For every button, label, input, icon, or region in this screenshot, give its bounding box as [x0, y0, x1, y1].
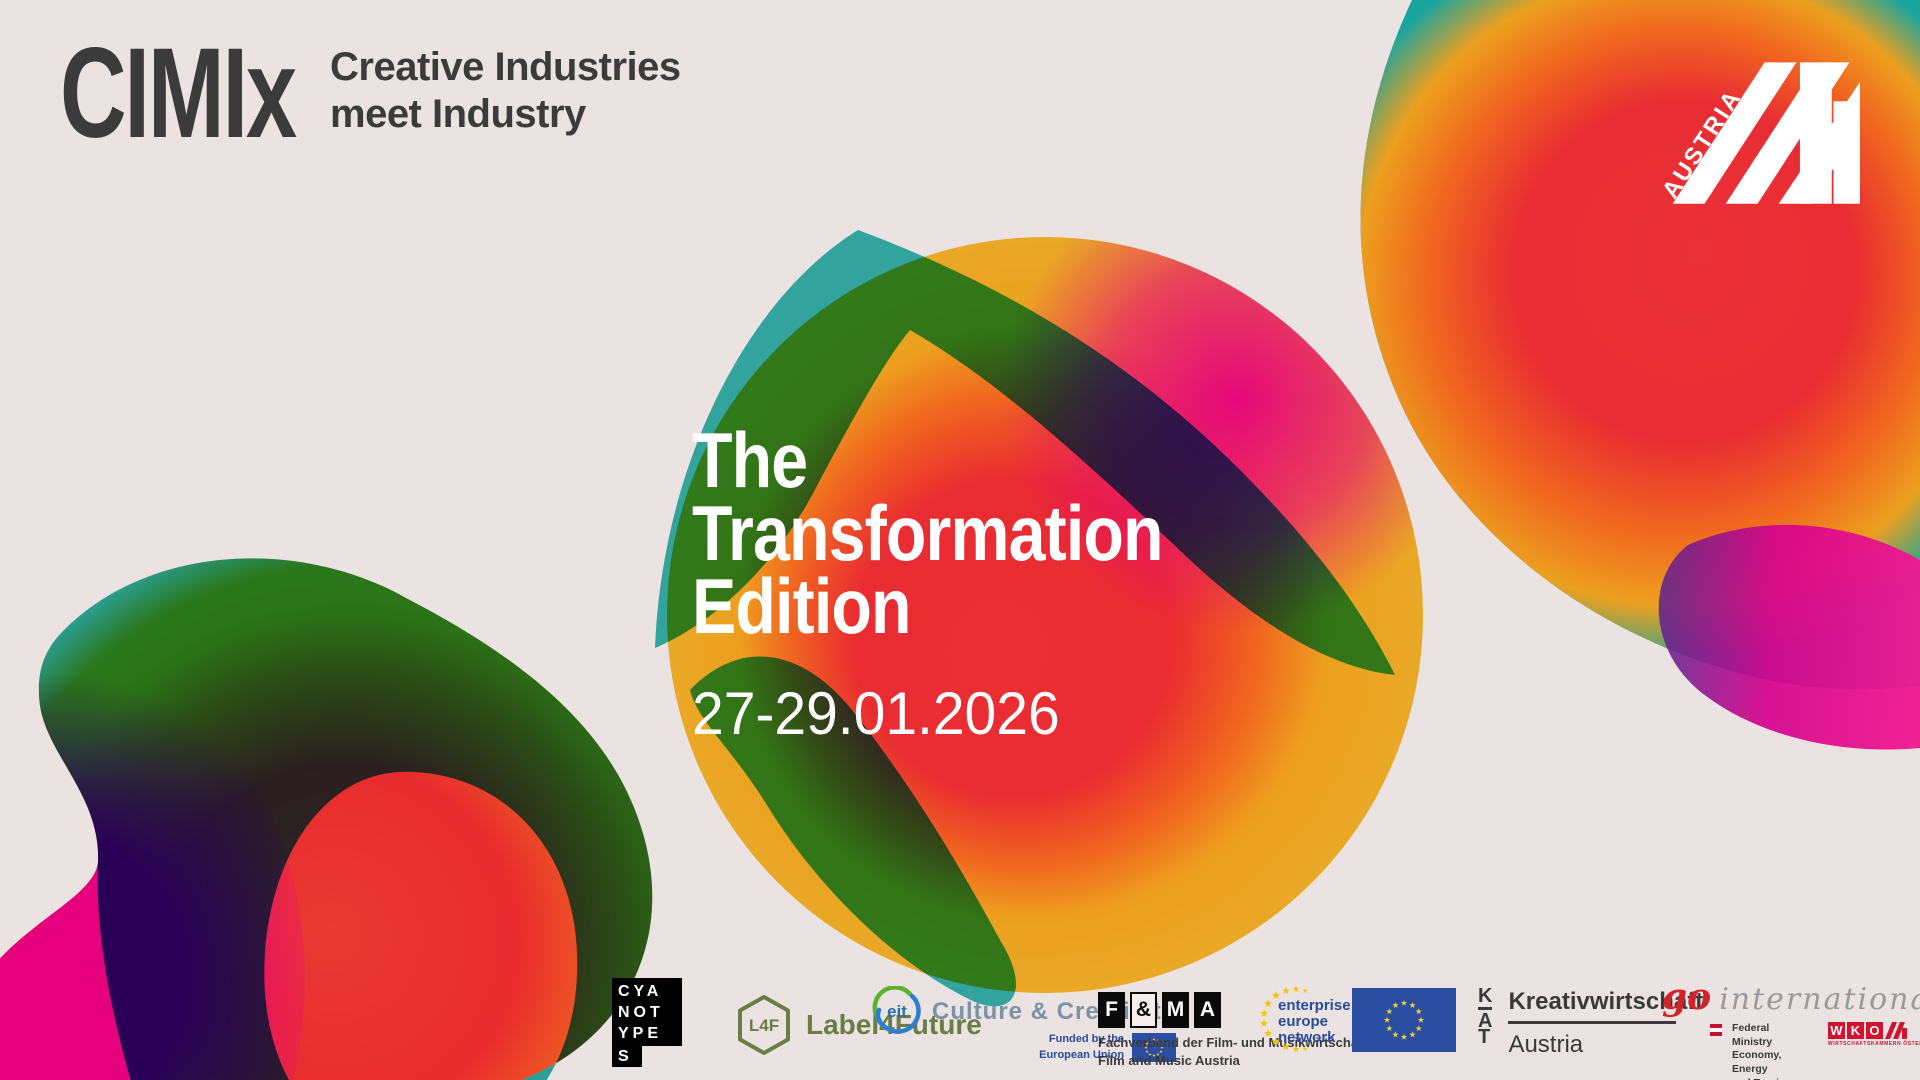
een-stars-arc-icon: ★★ ★★ ★★ ★★ ★ ★ ★ ★: [1259, 985, 1308, 1055]
een-text: enterprise europe network: [1278, 998, 1351, 1046]
kat-letter-a: A: [1478, 1010, 1493, 1032]
cyanotypes-box: CYA NOT YPE: [612, 978, 682, 1046]
svg-text:★: ★: [1259, 1007, 1269, 1020]
partner-logo-strip: CYA NOT YPE S L4F Label4Future eit Cultu…: [0, 970, 1920, 1080]
wko-slash-icon: [1884, 1022, 1907, 1039]
austrian-flag-icon: [1710, 1024, 1722, 1036]
eit-circle-icon: eit: [872, 986, 921, 1034]
l4f-hexagon-icon: L4F: [738, 995, 790, 1055]
kat-column: K A T: [1478, 985, 1493, 1059]
go-international-script: go international: [1662, 976, 1920, 1018]
cyanotypes-row: YPE: [618, 1025, 663, 1042]
funding-line-2: European Union: [1039, 1048, 1125, 1061]
austria-a-mark: [1672, 62, 1860, 204]
kat-title: Kreativwirtschaft: [1508, 988, 1704, 1015]
eit-funding: Funded by the European Union: [932, 1032, 1177, 1064]
een-line-2: europe: [1278, 1013, 1329, 1030]
svg-text:★: ★: [1302, 987, 1308, 995]
cyanotypes-row: CYA: [618, 983, 663, 1000]
kat-rule: [1508, 1021, 1677, 1024]
svg-text:★: ★: [1271, 989, 1281, 1002]
funding-line-1: Funded by the: [1048, 1033, 1125, 1045]
svg-text:★: ★: [1282, 986, 1291, 997]
fma-caption-line-1: Fachverband der Film- und Musikwirtschaf…: [1098, 1035, 1367, 1050]
svg-text:★: ★: [1271, 1035, 1281, 1048]
logo-fma: F & M A Fachverband der Film- und Musikw…: [1098, 992, 1367, 1069]
eu-flag-small-icon: [1132, 1033, 1177, 1063]
ministry-line-3: and Tourism: [1732, 1077, 1804, 1080]
fma-tile-f: F: [1098, 992, 1125, 1028]
fma-tile-a: A: [1194, 992, 1221, 1028]
brand-logo: CIMIx: [60, 22, 297, 165]
kat-letter-t: T: [1478, 1026, 1491, 1048]
ministry-line-1: Federal Ministry: [1732, 1022, 1773, 1048]
kat-subtitle: Austria: [1508, 1031, 1584, 1058]
svg-text:★: ★: [1263, 1027, 1273, 1040]
svg-text:★: ★: [1292, 1045, 1300, 1055]
ministry-line-2: Economy, Energy: [1732, 1049, 1782, 1075]
wko-caption: WIRTSCHAFTSKAMMERN ÖSTERREICH: [1827, 1041, 1920, 1047]
logo-enterprise-europe-network: ★ ★ ★ ★ ★ ★ ★ ★ ★ ★ ★ ★ enterprise europe netw…: [1256, 984, 1351, 1056]
een-line-3: network: [1278, 1029, 1336, 1046]
logo-label4future: L4F Label4Future: [736, 994, 982, 1056]
hero-block: The Transformation Edition 27-29.01.2026: [692, 416, 1246, 748]
international-script-text: international: [1719, 982, 1920, 1017]
l4f-badge-text: L4F: [749, 1016, 779, 1035]
funding-text: Funded by the European Union: [1039, 1032, 1124, 1064]
logo-go-international: go international Federal Ministry Econom…: [1662, 976, 1920, 1080]
svg-text:★: ★: [1259, 1017, 1269, 1030]
fma-caption-line-2: Film and Music Austria: [1098, 1052, 1240, 1068]
svg-text:★: ★: [1282, 1042, 1291, 1053]
hero-date: 27-29.01.2026: [692, 680, 1060, 747]
svg-text:★: ★: [1263, 997, 1273, 1010]
fma-tile-amp: &: [1130, 992, 1157, 1028]
hero-title-line-2: Transformation: [692, 489, 1164, 577]
blob-cluster-center: [655, 230, 1423, 1007]
fma-caption: Fachverband der Film- und Musikwirtschaf…: [1098, 1034, 1367, 1069]
brand-tagline: Creative Industries meet Industry: [330, 44, 681, 138]
cyanotypes-row-s: S: [612, 1046, 642, 1067]
svg-text:★: ★: [1302, 1045, 1308, 1053]
kat-letter-k: K: [1478, 985, 1493, 1007]
go-script-text: go: [1662, 976, 1712, 1018]
eu-flag-icon: [1352, 988, 1456, 1052]
austria-logo: AUSTRIA: [1657, 62, 1860, 204]
tagline-line-1: Creative Industries: [330, 45, 681, 89]
fma-tiles: F & M A: [1098, 992, 1367, 1028]
tagline-line-2: meet Industry: [330, 91, 586, 136]
logo-cyanotypes: CYA NOT YPE S: [612, 978, 682, 1067]
wko-logo: W K O WIRTSCHAFTSKAMMERN ÖSTERREICH: [1827, 1022, 1920, 1047]
kat-dash: [1478, 1007, 1492, 1010]
eit-text: eit: [887, 1002, 907, 1021]
blob-cluster-top-right: [1360, 0, 1920, 750]
ministry-text: Federal Ministry Economy, Energy and Tou…: [1732, 1022, 1804, 1080]
hero-title-line-3: Edition: [692, 562, 912, 650]
wko-letter-w: W: [1827, 1022, 1845, 1039]
wko-letter-o: O: [1865, 1022, 1883, 1039]
hero-title-line-1: The: [692, 416, 808, 504]
cyanotypes-row: NOT: [618, 1004, 664, 1021]
wko-letter-k: K: [1846, 1022, 1864, 1039]
svg-text:★: ★: [1292, 985, 1300, 995]
logo-kreativwirtschaft-austria: K A T Kreativwirtschaft Austria: [1478, 985, 1704, 1059]
label4future-text: Label4Future: [806, 1009, 982, 1040]
fma-tile-m: M: [1162, 992, 1189, 1028]
een-line-1: enterprise: [1278, 997, 1351, 1014]
